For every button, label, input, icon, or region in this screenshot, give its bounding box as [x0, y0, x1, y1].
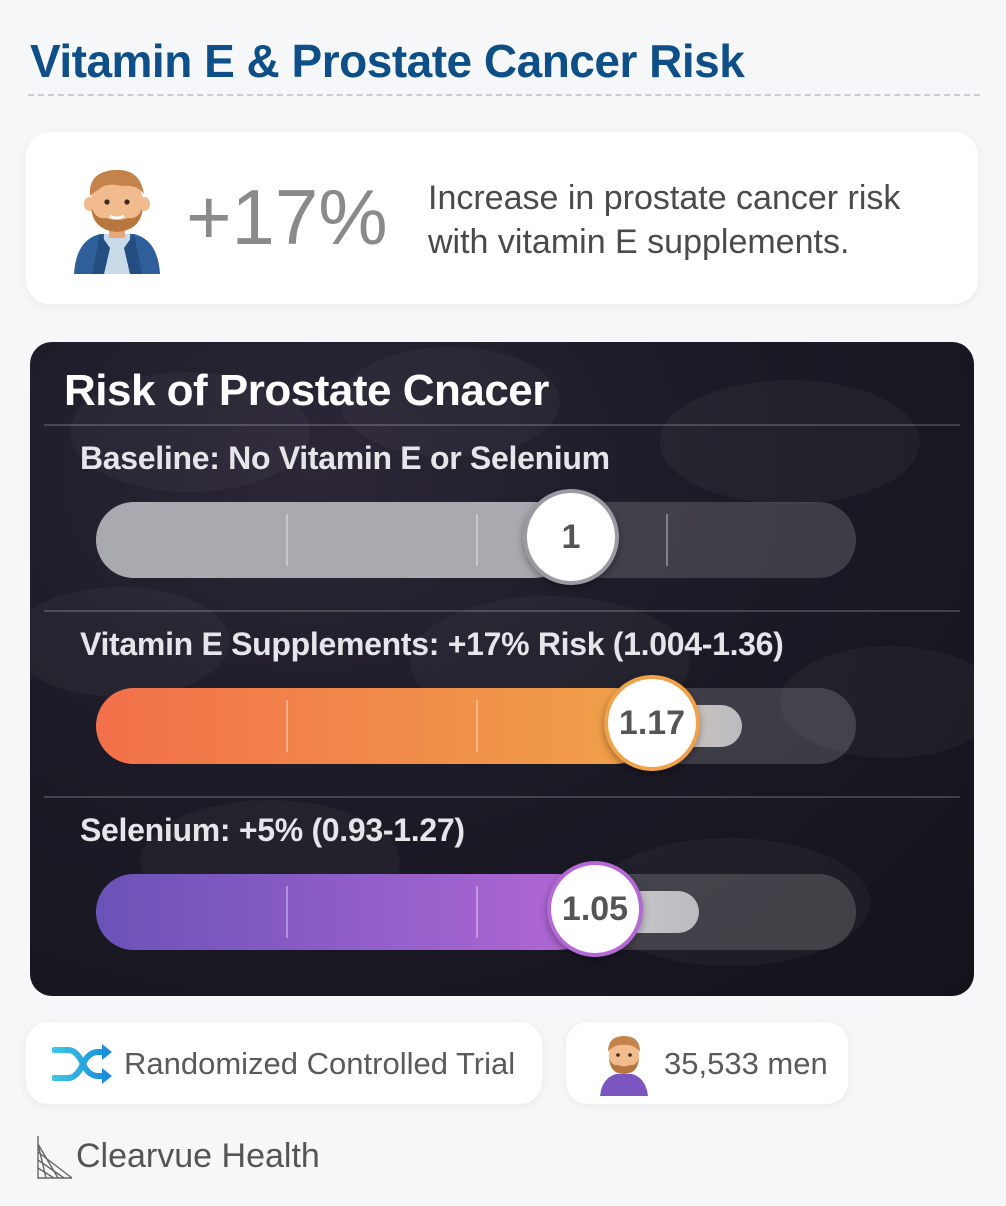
man-avatar-icon — [74, 169, 160, 274]
tick — [476, 700, 478, 752]
divider — [44, 796, 960, 798]
participants-label: 35,533 men — [664, 1046, 828, 1081]
tick — [666, 514, 668, 566]
bar-track-selenium: 1.05 — [96, 861, 856, 957]
value-label-vitamin-e: 1.17 — [604, 675, 700, 771]
stat-value: +17% — [186, 173, 388, 261]
chart-title: Risk of Prostate Cnacer — [64, 366, 549, 415]
study-type-label: Randomized Controlled Trial — [124, 1046, 516, 1081]
row-label-selenium: Selenium: +5% (0.93-1.27) — [80, 812, 465, 848]
tick — [286, 700, 288, 752]
tick — [476, 886, 478, 938]
stat-description: Increase in prostate cancer risk with vi… — [428, 179, 901, 261]
value-label-baseline: 1 — [523, 489, 619, 585]
divider — [44, 424, 960, 426]
bar-track-baseline: 1 — [96, 489, 856, 585]
row-label-baseline: Baseline: No Vitamin E or Selenium — [80, 440, 610, 476]
bar-baseline — [96, 502, 571, 578]
bar-vitamin-e — [96, 688, 652, 764]
bar-track-vitamin-e: 1.17 — [96, 675, 856, 771]
clearvue-logo-icon — [37, 1136, 73, 1179]
brand-name: Clearvue Health — [76, 1136, 320, 1175]
tick — [286, 886, 288, 938]
risk-chart-panel: Risk of Prostate Cnacer Baseline: No Vit… — [30, 342, 974, 996]
stat-card: +17% Increase in prostate cancer risk wi… — [26, 132, 978, 304]
man-avatar-icon — [600, 1036, 648, 1096]
divider — [44, 610, 960, 612]
page-title: Vitamin E & Prostate Cancer Risk — [30, 35, 745, 87]
brand: Clearvue Health — [34, 1132, 320, 1180]
bar-selenium — [96, 874, 595, 950]
value-label-selenium: 1.05 — [547, 861, 643, 957]
participants-badge: 35,533 men — [566, 1022, 848, 1104]
tick — [286, 514, 288, 566]
title-divider — [28, 94, 980, 96]
tick — [476, 514, 478, 566]
shuffle-icon — [52, 1044, 112, 1084]
study-type-badge: Randomized Controlled Trial — [26, 1022, 542, 1104]
row-label-vitamin-e: Vitamin E Supplements: +17% Risk (1.004-… — [80, 626, 784, 662]
